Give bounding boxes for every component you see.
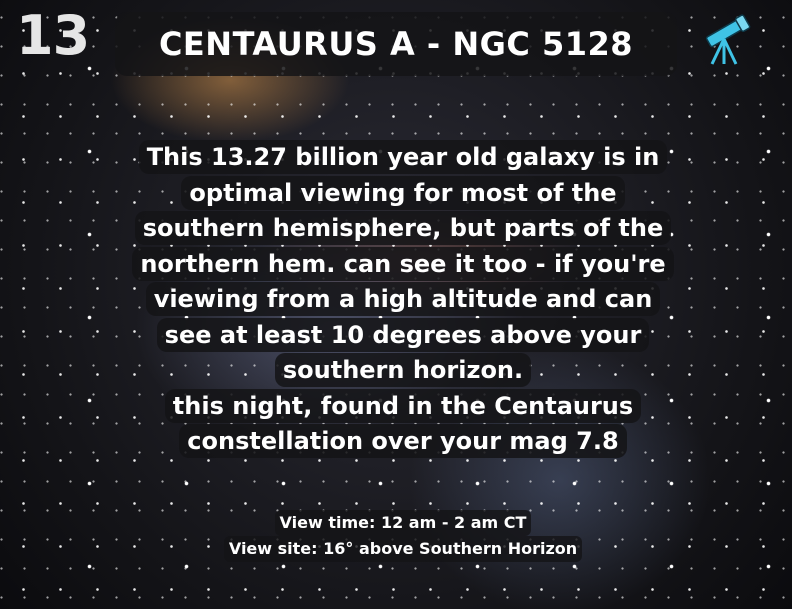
graphic: 13 CENTAURUS A - NGC 5128 This 13.27 bil… (0, 0, 792, 609)
description-line: this night, found in the Centaurus (165, 389, 641, 423)
description-line: constellation over your mag 7.8 (179, 424, 626, 458)
description: This 13.27 billion year old galaxy is in… (80, 140, 726, 460)
description-line: northern hem. can see it too - if you're (132, 247, 673, 281)
entry-number: 13 (16, 4, 89, 67)
description-line: This 13.27 billion year old galaxy is in (139, 140, 668, 174)
footer-line: View site: 16° above Southern Horizon (224, 536, 582, 562)
footer-line: View time: 12 am - 2 am CT (275, 510, 532, 536)
description-line: southern hemisphere, but parts of the (135, 211, 672, 245)
description-line: see at least 10 degrees above your (157, 318, 650, 352)
description-line: viewing from a high altitude and can (146, 282, 661, 316)
description-line: southern horizon. (275, 353, 531, 387)
description-line: optimal viewing for most of the (181, 176, 624, 210)
title: CENTAURUS A - NGC 5128 (115, 12, 677, 76)
telescope-icon (696, 12, 752, 68)
